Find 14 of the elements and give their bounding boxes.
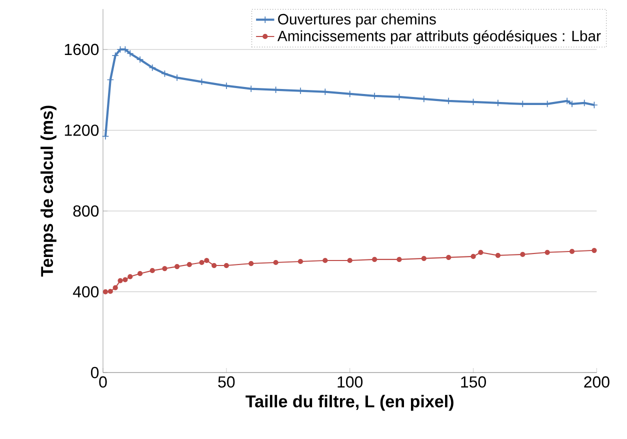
legend-label: Ouvertures par chemins bbox=[278, 13, 436, 28]
x-tick-label: 200 bbox=[584, 376, 610, 388]
x-tick-label: 0 bbox=[99, 376, 107, 388]
y-tick-label: 400 bbox=[72, 286, 99, 298]
legend-label: Amincissements par attributs géodésiques : Lbar bbox=[277, 30, 601, 44]
y-tick-label: 1600 bbox=[64, 44, 99, 56]
y-axis-title: Temps de calcul (ms) bbox=[40, 106, 56, 277]
x-tick-label: 150 bbox=[461, 376, 486, 388]
x-tick-label: 100 bbox=[338, 376, 363, 388]
y-tick-label: 1200 bbox=[64, 124, 99, 136]
x-axis-title: Taille du filtre, L (en pixel) bbox=[246, 394, 454, 411]
x-tick-label: 50 bbox=[218, 376, 235, 388]
y-tick-label: 800 bbox=[73, 205, 99, 217]
y-tick-label: 0 bbox=[90, 366, 99, 378]
